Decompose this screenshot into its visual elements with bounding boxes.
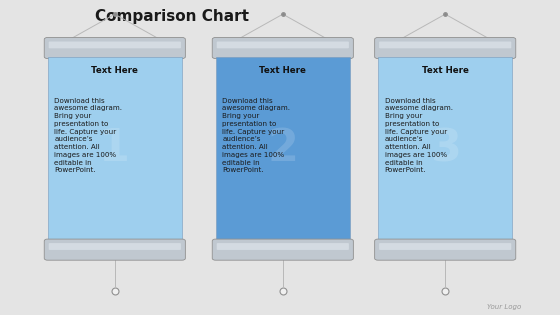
Text: Download this
awesome diagram.
Bring your
presentation to
life. Capture your
aud: Download this awesome diagram. Bring you… — [222, 98, 290, 173]
Text: 3: 3 — [430, 127, 461, 170]
Text: Download this
awesome diagram.
Bring your
presentation to
life. Capture your
aud: Download this awesome diagram. Bring you… — [385, 98, 452, 173]
Text: Comparison Chart: Comparison Chart — [95, 9, 249, 25]
Text: Your Logo: Your Logo — [487, 304, 521, 310]
FancyBboxPatch shape — [49, 243, 181, 250]
Text: 1: 1 — [99, 127, 130, 170]
FancyBboxPatch shape — [44, 239, 185, 260]
FancyBboxPatch shape — [49, 42, 181, 48]
FancyBboxPatch shape — [44, 37, 185, 59]
FancyBboxPatch shape — [212, 37, 353, 59]
FancyBboxPatch shape — [375, 239, 516, 260]
FancyBboxPatch shape — [217, 243, 349, 250]
FancyBboxPatch shape — [48, 57, 182, 241]
FancyBboxPatch shape — [375, 37, 516, 59]
FancyBboxPatch shape — [217, 42, 349, 48]
Text: Text Here: Text Here — [259, 66, 306, 75]
FancyBboxPatch shape — [379, 243, 511, 250]
Text: Download this
awesome diagram.
Bring your
presentation to
life. Capture your
aud: Download this awesome diagram. Bring you… — [54, 98, 122, 173]
FancyBboxPatch shape — [212, 239, 353, 260]
FancyBboxPatch shape — [216, 57, 350, 241]
FancyBboxPatch shape — [379, 42, 511, 48]
Text: 2: 2 — [267, 127, 298, 170]
Text: Text Here: Text Here — [91, 66, 138, 75]
FancyBboxPatch shape — [378, 57, 512, 241]
Text: Text Here: Text Here — [422, 66, 469, 75]
